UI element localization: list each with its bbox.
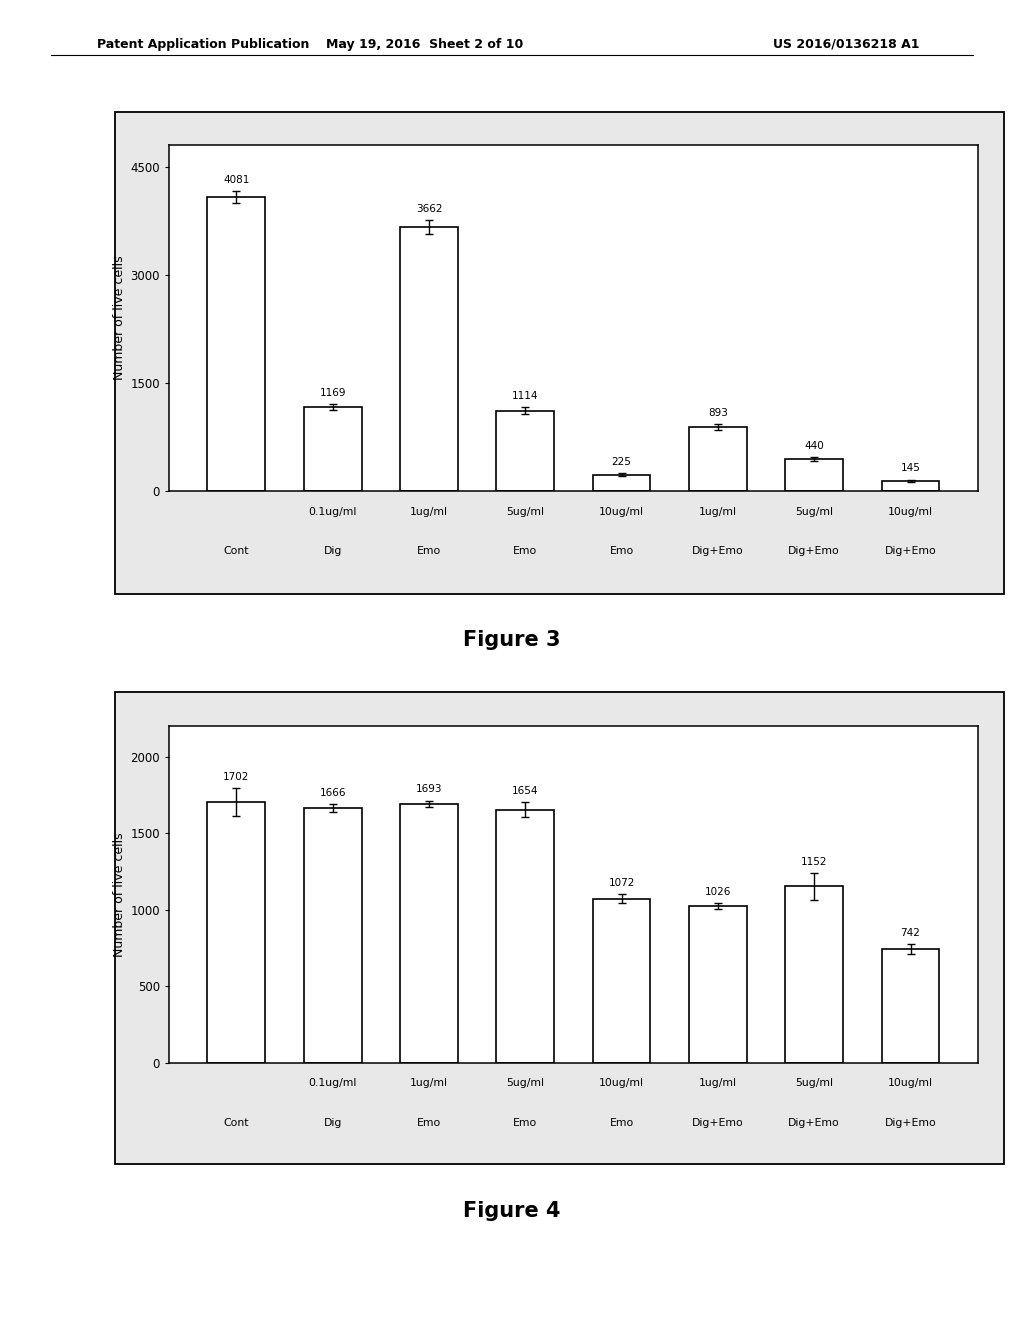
Bar	[304, 808, 361, 1063]
Text: Emo: Emo	[609, 546, 634, 557]
Bar	[785, 886, 843, 1063]
Text: Dig+Emo: Dig+Emo	[788, 546, 840, 557]
Text: Dig+Emo: Dig+Emo	[885, 546, 936, 557]
Text: Figure 4: Figure 4	[463, 1201, 561, 1221]
Text: Patent Application Publication: Patent Application Publication	[97, 37, 309, 50]
Text: US 2016/0136218 A1: US 2016/0136218 A1	[773, 37, 920, 50]
Text: 0.1ug/ml: 0.1ug/ml	[308, 1078, 357, 1089]
Text: 10ug/ml: 10ug/ml	[599, 1078, 644, 1089]
Text: Dig+Emo: Dig+Emo	[692, 1118, 743, 1129]
Text: 10ug/ml: 10ug/ml	[599, 507, 644, 517]
Text: 1114: 1114	[512, 391, 539, 401]
Text: Dig: Dig	[324, 1118, 342, 1129]
Text: 5ug/ml: 5ug/ml	[796, 1078, 834, 1089]
Text: 1ug/ml: 1ug/ml	[699, 507, 737, 517]
Bar	[497, 411, 554, 491]
Text: 1ug/ml: 1ug/ml	[410, 507, 447, 517]
Text: Cont: Cont	[223, 546, 249, 557]
Bar	[785, 459, 843, 491]
Text: Dig: Dig	[324, 546, 342, 557]
Text: 893: 893	[708, 408, 728, 417]
Text: 5ug/ml: 5ug/ml	[796, 507, 834, 517]
Text: 145: 145	[900, 463, 921, 474]
Text: 440: 440	[804, 441, 824, 451]
Text: Dig+Emo: Dig+Emo	[885, 1118, 936, 1129]
Y-axis label: Number of live cells: Number of live cells	[113, 256, 126, 380]
Text: 1ug/ml: 1ug/ml	[699, 1078, 737, 1089]
Text: Emo: Emo	[513, 546, 538, 557]
Bar	[208, 803, 265, 1063]
Bar	[882, 480, 939, 491]
Text: 0.1ug/ml: 0.1ug/ml	[308, 507, 357, 517]
Text: Emo: Emo	[417, 546, 441, 557]
Bar	[593, 899, 650, 1063]
Text: Dig+Emo: Dig+Emo	[692, 546, 743, 557]
Text: 10ug/ml: 10ug/ml	[888, 507, 933, 517]
Bar	[400, 804, 458, 1063]
Bar	[400, 227, 458, 491]
Bar	[304, 407, 361, 491]
Text: 1666: 1666	[319, 788, 346, 797]
Text: 1702: 1702	[223, 772, 250, 783]
Text: 5ug/ml: 5ug/ml	[506, 1078, 545, 1089]
Text: Dig+Emo: Dig+Emo	[788, 1118, 840, 1129]
Bar	[882, 949, 939, 1063]
Text: 1169: 1169	[319, 388, 346, 397]
Text: 1026: 1026	[705, 887, 731, 896]
Bar	[689, 906, 746, 1063]
Text: Emo: Emo	[417, 1118, 441, 1129]
Text: Emo: Emo	[609, 1118, 634, 1129]
Text: 3662: 3662	[416, 203, 442, 214]
Text: 225: 225	[611, 457, 632, 467]
Bar	[208, 197, 265, 491]
Text: 1152: 1152	[801, 857, 827, 866]
Text: 742: 742	[900, 928, 921, 939]
Text: Figure 3: Figure 3	[463, 630, 561, 649]
Text: 10ug/ml: 10ug/ml	[888, 1078, 933, 1089]
Text: Cont: Cont	[223, 1118, 249, 1129]
Bar	[497, 809, 554, 1063]
Text: 4081: 4081	[223, 176, 250, 185]
Text: 1072: 1072	[608, 878, 635, 888]
Text: Emo: Emo	[513, 1118, 538, 1129]
Text: 1ug/ml: 1ug/ml	[410, 1078, 447, 1089]
Y-axis label: Number of live cells: Number of live cells	[113, 832, 126, 957]
Bar	[593, 475, 650, 491]
Bar	[689, 426, 746, 491]
Text: May 19, 2016  Sheet 2 of 10: May 19, 2016 Sheet 2 of 10	[327, 37, 523, 50]
Text: 5ug/ml: 5ug/ml	[506, 507, 545, 517]
Text: 1693: 1693	[416, 784, 442, 795]
Text: 1654: 1654	[512, 785, 539, 796]
